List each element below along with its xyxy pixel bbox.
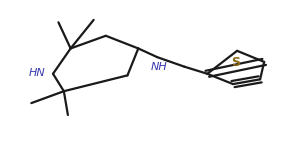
Text: NH: NH xyxy=(150,62,167,72)
Text: S: S xyxy=(231,56,240,69)
Text: HN: HN xyxy=(29,67,46,78)
